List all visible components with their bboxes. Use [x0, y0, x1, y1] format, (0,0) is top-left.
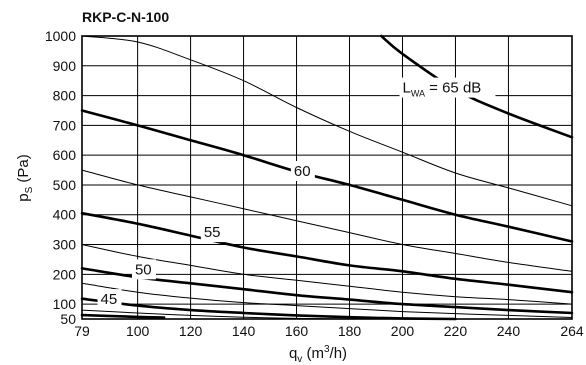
annotation-label: 55: [204, 224, 221, 241]
y-tick-label: 100: [53, 296, 77, 312]
y-tick-label: 50: [60, 311, 76, 327]
series-line-thin: [81, 282, 573, 318]
x-tick-label: 100: [126, 323, 150, 339]
y-tick-label: 700: [53, 117, 77, 133]
y-axis-label-sub: S: [24, 186, 35, 193]
x-tick-label: 220: [444, 323, 468, 339]
y-tick-label: 600: [53, 147, 77, 163]
series-line-55: [80, 211, 574, 294]
series-line-thin: [81, 169, 573, 272]
y-tick-label: 900: [53, 58, 77, 74]
x-tick-label: 120: [179, 323, 203, 339]
annotation-backdrop: [97, 289, 122, 310]
x-tick-label: 140: [232, 323, 256, 339]
y-axis-label: pS (Pa): [15, 154, 35, 202]
x-axis-label-sup: 3: [324, 344, 330, 355]
y-tick-label: 400: [53, 207, 77, 223]
x-axis-label-sub: v: [297, 354, 302, 365]
annotation-label: 50: [135, 261, 152, 278]
annotation-label: 45: [101, 291, 118, 308]
series-line-50: [80, 267, 574, 315]
y-tick-label: 1000: [45, 28, 76, 44]
x-tick-label: 200: [391, 323, 415, 339]
y-tick-label: 800: [53, 88, 77, 104]
series-line-thin: [81, 35, 573, 207]
y-axis-label-main: p: [15, 193, 32, 201]
x-tick-label: 240: [497, 323, 521, 339]
y-tick-label: 500: [53, 177, 77, 193]
annotation-backdrop: [290, 161, 315, 182]
x-axis-label-unit: (m: [306, 345, 324, 362]
plot-frame: [81, 35, 573, 320]
x-tick-label: 160: [285, 323, 309, 339]
annotation-backdrop: [131, 259, 156, 280]
annotation-label: 60: [294, 163, 311, 180]
annotation-label: LWA = 65 dB: [402, 80, 481, 99]
series-line-60: [80, 109, 574, 243]
x-axis-label: qv (m3/h): [289, 344, 347, 365]
tick-labels: 79 100 120 140 160 180 200 220 240 26450100200300…: [45, 28, 584, 339]
annotation-backdrop: [200, 222, 225, 243]
series-line-thin: [81, 244, 573, 305]
x-axis-label-main: q: [289, 345, 297, 362]
y-axis-label-unit: (Pa): [15, 154, 32, 182]
series-line-thin: [80, 313, 166, 319]
annotations: LWA = 65 dB 60 55 50 45: [97, 77, 496, 310]
x-tick-label: 264: [560, 323, 584, 339]
annotation-backdrop: [399, 77, 496, 98]
x-axis-label-unit-end: /h): [330, 345, 348, 362]
y-tick-label: 200: [53, 266, 77, 282]
x-tick-label: 180: [338, 323, 362, 339]
chart-title: RKP-C-N-100: [82, 9, 169, 25]
y-tick-label: 300: [53, 237, 77, 253]
x-tick-label: 79: [74, 323, 90, 339]
